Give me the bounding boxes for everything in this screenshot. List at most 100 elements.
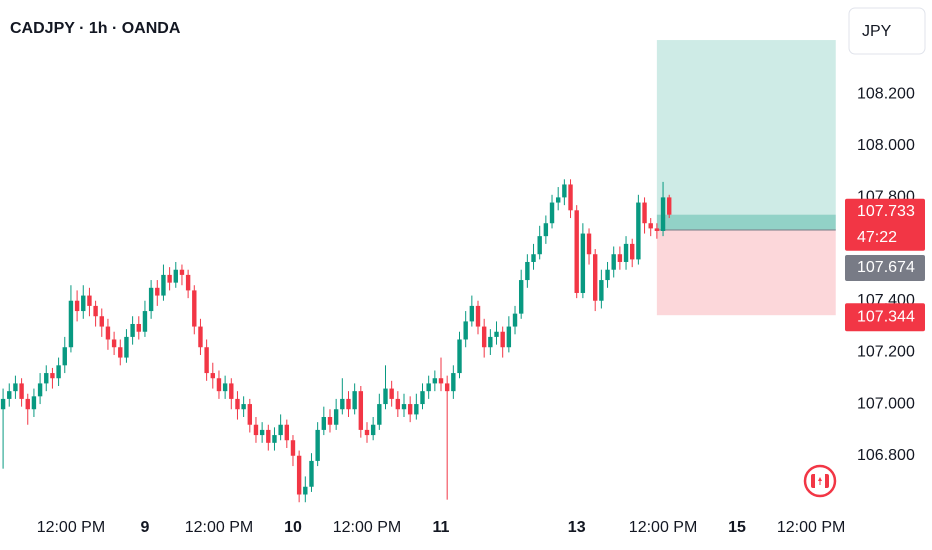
candle-body	[130, 323, 135, 337]
x-tick-label: 12:00 PM	[37, 519, 105, 536]
y-tick-label: 106.800	[857, 447, 915, 464]
candle-body	[543, 223, 549, 237]
candle-body	[623, 243, 629, 262]
candle-body	[654, 228, 660, 231]
candle-body	[593, 254, 598, 301]
currency-button[interactable]	[848, 7, 926, 55]
candle-body	[463, 321, 468, 340]
candle-body	[346, 398, 351, 410]
candle-body	[617, 254, 623, 262]
candle-body	[432, 378, 438, 384]
candle-body	[389, 388, 394, 399]
candle-body	[99, 316, 104, 327]
candle-body	[352, 391, 357, 410]
candle-body	[451, 373, 456, 392]
candle-body	[93, 305, 98, 317]
candle-body	[383, 388, 388, 405]
stop-price-box	[845, 303, 925, 332]
candle-body	[660, 197, 666, 231]
candle-body	[568, 184, 573, 211]
candle-body	[198, 326, 203, 348]
candle-body	[253, 424, 259, 436]
candle-body	[407, 404, 413, 415]
candle-body	[216, 378, 222, 392]
currency-label[interactable]: JPY	[862, 23, 892, 40]
candle-body	[142, 311, 148, 332]
flag-icon	[803, 464, 837, 498]
x-tick-label: 15	[728, 519, 746, 536]
x-tick-label: 13	[568, 519, 586, 536]
candle-body	[7, 391, 12, 399]
candle-body	[25, 398, 30, 410]
candle-body	[426, 383, 431, 392]
candle-body	[179, 269, 185, 275]
candle-body	[358, 391, 364, 430]
candle-body	[599, 280, 604, 301]
candle-body	[222, 383, 228, 392]
open-pnl	[656, 214, 836, 230]
candle-body	[173, 269, 178, 283]
y-tick-label: 108.200	[857, 85, 915, 102]
candle-body	[481, 326, 487, 348]
candle-body	[518, 280, 524, 314]
y-tick-label: 107.000	[857, 395, 915, 412]
candle-body	[284, 424, 290, 441]
candle-body	[586, 233, 592, 255]
last-price-box	[845, 198, 925, 251]
candle-body	[87, 295, 92, 306]
candle-body	[457, 339, 462, 374]
stop-price-label: 107.344	[857, 308, 915, 325]
candle-body	[303, 486, 308, 495]
candle-body	[68, 300, 74, 348]
candle-body	[611, 254, 616, 270]
candle-body	[469, 305, 475, 322]
x-tick-label: 12:00 PM	[333, 519, 401, 536]
candle-body	[62, 347, 67, 366]
candle-body	[266, 429, 271, 443]
candle-body	[192, 290, 197, 327]
candle-body	[210, 373, 215, 379]
candle-body	[105, 326, 111, 340]
candle-body	[605, 269, 610, 281]
candle-body	[185, 274, 191, 291]
last-price-label: 107.733	[857, 203, 915, 220]
candle-body	[167, 274, 172, 283]
x-tick-label: 11	[433, 519, 450, 536]
chart-title: CADJPY · 1h · OANDA	[10, 20, 181, 37]
candle-body	[630, 243, 635, 260]
x-tick-label: 12:00 PM	[777, 519, 845, 536]
candle-body	[81, 295, 86, 312]
candle-body	[309, 460, 314, 487]
candle-body	[74, 300, 80, 312]
candle-body	[377, 404, 382, 425]
candle-body	[580, 233, 586, 293]
candle-body	[247, 404, 252, 425]
candle-body	[204, 347, 209, 374]
candle-body	[148, 287, 154, 312]
candle-body	[531, 254, 536, 262]
y-tick-label: 108.000	[857, 137, 915, 154]
candle-body	[333, 409, 339, 425]
candle-body	[321, 416, 327, 430]
stop-zone	[656, 229, 836, 316]
candle-body	[537, 236, 542, 255]
candle-body	[494, 331, 499, 337]
candle-body	[562, 184, 567, 198]
candle-body	[414, 404, 419, 415]
candle-body	[506, 326, 512, 348]
candle-body	[161, 274, 166, 296]
candle-body	[667, 197, 672, 215]
candle-body	[340, 398, 345, 410]
candle-body	[118, 347, 123, 358]
candle-body	[525, 261, 530, 281]
entry-price-box	[845, 254, 925, 281]
x-tick-label: 10	[284, 519, 302, 536]
candle-body	[155, 287, 160, 296]
candle-body	[124, 336, 129, 358]
candle-body	[315, 429, 320, 461]
candle-body	[235, 398, 240, 410]
candle-body	[401, 404, 407, 410]
x-tick-label: 12:00 PM	[629, 519, 697, 536]
candle-body	[31, 396, 37, 410]
